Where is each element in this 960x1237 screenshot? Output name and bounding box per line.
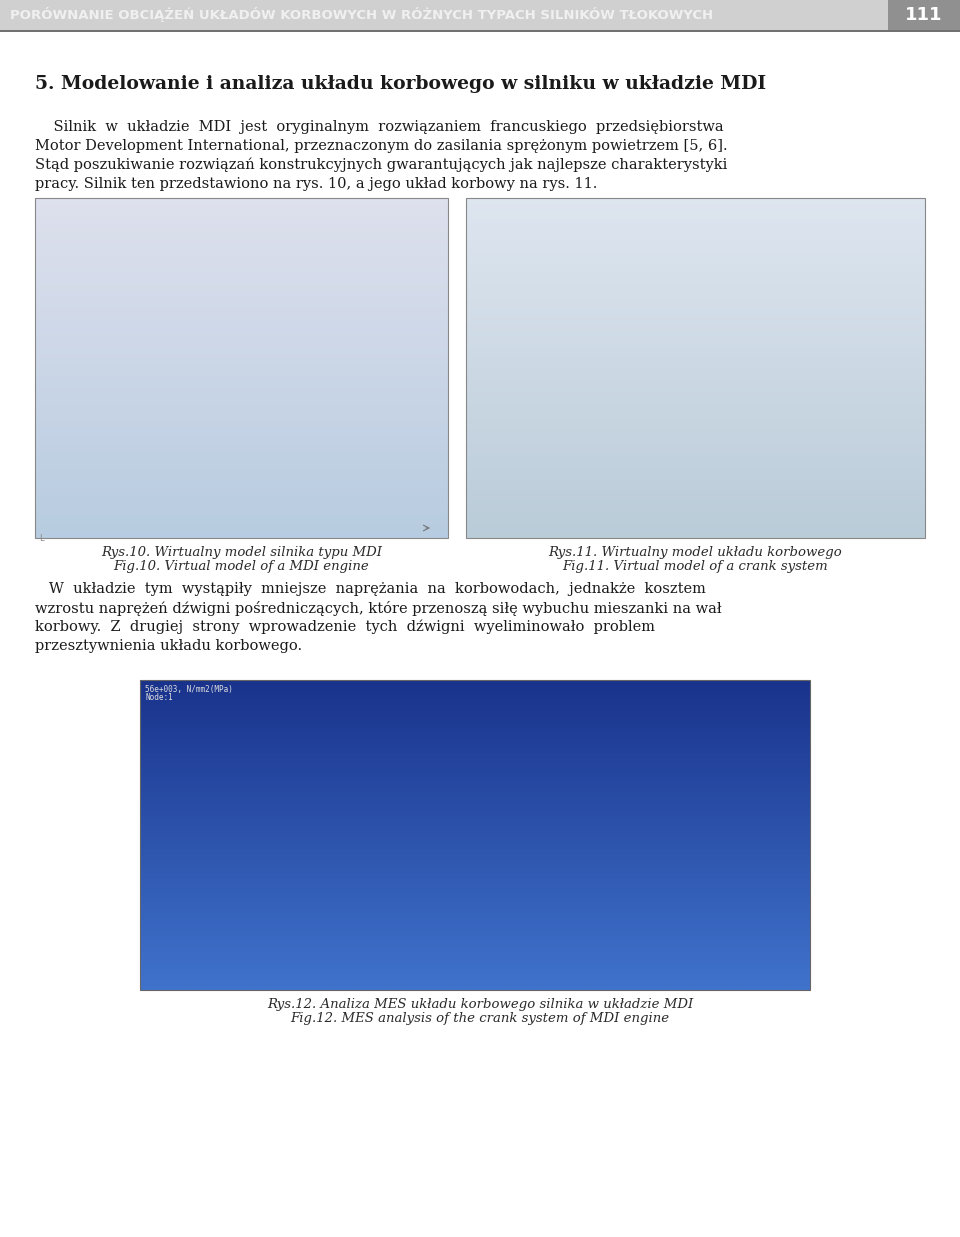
Text: Motor Development International, przeznaczonym do zasilania sprężonym powietrzem: Motor Development International, przezna… xyxy=(35,139,728,153)
Text: W  układzie  tym  wystąpiły  mniejsze  naprężania  na  korbowodach,  jednakże  k: W układzie tym wystąpiły mniejsze napręż… xyxy=(35,581,706,596)
Text: Rys.11. Wirtualny model układu korbowego: Rys.11. Wirtualny model układu korbowego xyxy=(548,546,842,559)
Bar xyxy=(0,0,960,30)
Bar xyxy=(466,198,925,538)
Text: Fig.10. Virtual model of a MDI engine: Fig.10. Virtual model of a MDI engine xyxy=(113,560,370,573)
Text: Fig.12. MES analysis of the crank system of MDI engine: Fig.12. MES analysis of the crank system… xyxy=(291,1012,669,1025)
Text: pracy. Silnik ten przedstawiono na rys. 10, a jego układ korbowy na rys. 11.: pracy. Silnik ten przedstawiono na rys. … xyxy=(35,177,597,190)
Text: Stąd poszukiwanie rozwiązań konstrukcyjnych gwarantujących jak najlepsze charakt: Stąd poszukiwanie rozwiązań konstrukcyjn… xyxy=(35,158,728,172)
Text: korbowy.  Z  drugiej  strony  wprowadzenie  tych  dźwigni  wyeliminowało  proble: korbowy. Z drugiej strony wprowadzenie t… xyxy=(35,620,655,635)
Bar xyxy=(888,0,960,30)
Text: L: L xyxy=(39,534,43,543)
Text: Fig.11. Virtual model of a crank system: Fig.11. Virtual model of a crank system xyxy=(563,560,828,573)
Text: Rys.12. Analiza MES układu korbowego silnika w układzie MDI: Rys.12. Analiza MES układu korbowego sil… xyxy=(267,998,693,1011)
Text: przesztywnienia układu korbowego.: przesztywnienia układu korbowego. xyxy=(35,640,302,653)
Bar xyxy=(35,198,448,538)
Bar xyxy=(140,680,810,990)
Text: 56e+003, N/mm2(MPa): 56e+003, N/mm2(MPa) xyxy=(145,685,233,694)
Text: 111: 111 xyxy=(905,6,943,24)
Text: Rys.10. Wirtualny model silnika typu MDI: Rys.10. Wirtualny model silnika typu MDI xyxy=(101,546,382,559)
Text: wzrostu naprężeń dźwigni pośredniczących, które przenoszą siłę wybuchu mieszanki: wzrostu naprężeń dźwigni pośredniczących… xyxy=(35,601,722,616)
Text: Silnik  w  układzie  MDI  jest  oryginalnym  rozwiązaniem  francuskiego  przedsi: Silnik w układzie MDI jest oryginalnym r… xyxy=(35,120,724,134)
Text: Node:1: Node:1 xyxy=(145,693,173,703)
Text: PORÓWNANIE OBCIĄŻEŃ UKŁADÓW KORBOWYCH W RÓŻNYCH TYPACH SILNIKÓW TŁOKOWYCH: PORÓWNANIE OBCIĄŻEŃ UKŁADÓW KORBOWYCH W … xyxy=(10,7,713,22)
Text: 5. Modelowanie i analiza układu korbowego w silniku w układzie MDI: 5. Modelowanie i analiza układu korboweg… xyxy=(35,75,766,93)
